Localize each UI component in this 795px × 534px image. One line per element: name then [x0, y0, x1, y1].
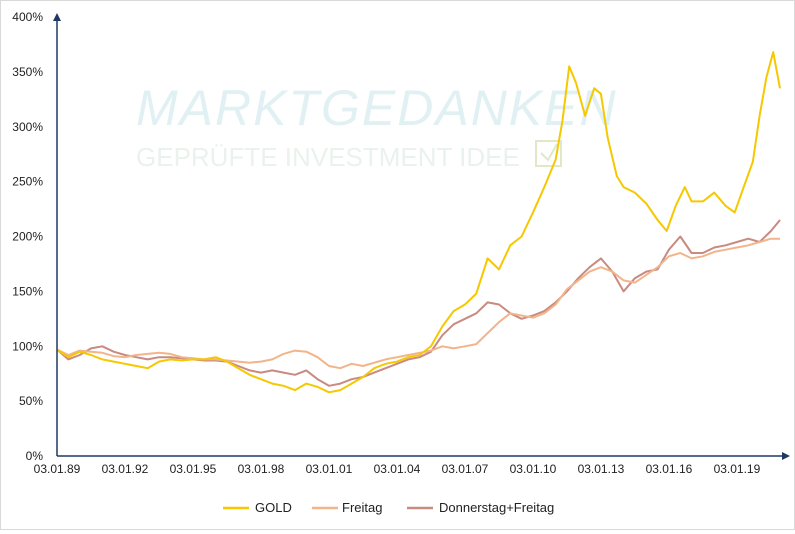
legend-label: Freitag	[342, 500, 382, 515]
x-tick-label: 03.01.19	[714, 462, 761, 476]
x-axis-arrow-icon	[782, 452, 790, 460]
y-tick-label: 50%	[19, 394, 43, 408]
watermark-tagline: GEPRÜFTE INVESTMENT IDEE	[136, 142, 520, 172]
x-tick-label: 03.01.95	[170, 462, 217, 476]
x-tick-label: 03.01.92	[102, 462, 149, 476]
x-tick-label: 03.01.04	[374, 462, 421, 476]
series-line-freitag	[56, 237, 780, 370]
series-line-gold	[56, 51, 781, 394]
watermark-check-box	[535, 140, 562, 167]
y-tick-label: 100%	[12, 339, 43, 353]
x-tick-label: 03.01.07	[442, 462, 489, 476]
x-tick-label: 03.01.13	[578, 462, 625, 476]
x-tick-label: 03.01.89	[34, 462, 81, 476]
y-tick-label: 350%	[12, 65, 43, 79]
y-axis-arrow-icon	[53, 13, 61, 21]
x-tick-label: 03.01.10	[510, 462, 557, 476]
legend-label: Donnerstag+Freitag	[439, 500, 554, 515]
y-tick-label: 300%	[12, 120, 43, 134]
x-tick-label: 03.01.16	[646, 462, 693, 476]
watermark-brand: MARKTGEDANKEN	[136, 80, 618, 136]
y-tick-label: 0%	[26, 449, 44, 463]
x-tick-label: 03.01.98	[238, 462, 285, 476]
y-tick-label: 150%	[12, 284, 43, 298]
y-tick-label: 200%	[12, 230, 43, 244]
watermark: MARKTGEDANKEN GEPRÜFTE INVESTMENT IDEE	[136, 80, 618, 172]
y-tick-label: 400%	[12, 10, 43, 24]
y-tick-label: 250%	[12, 175, 43, 189]
x-tick-label: 03.01.01	[306, 462, 353, 476]
legend-label: GOLD	[255, 500, 292, 515]
check-icon	[540, 143, 558, 162]
